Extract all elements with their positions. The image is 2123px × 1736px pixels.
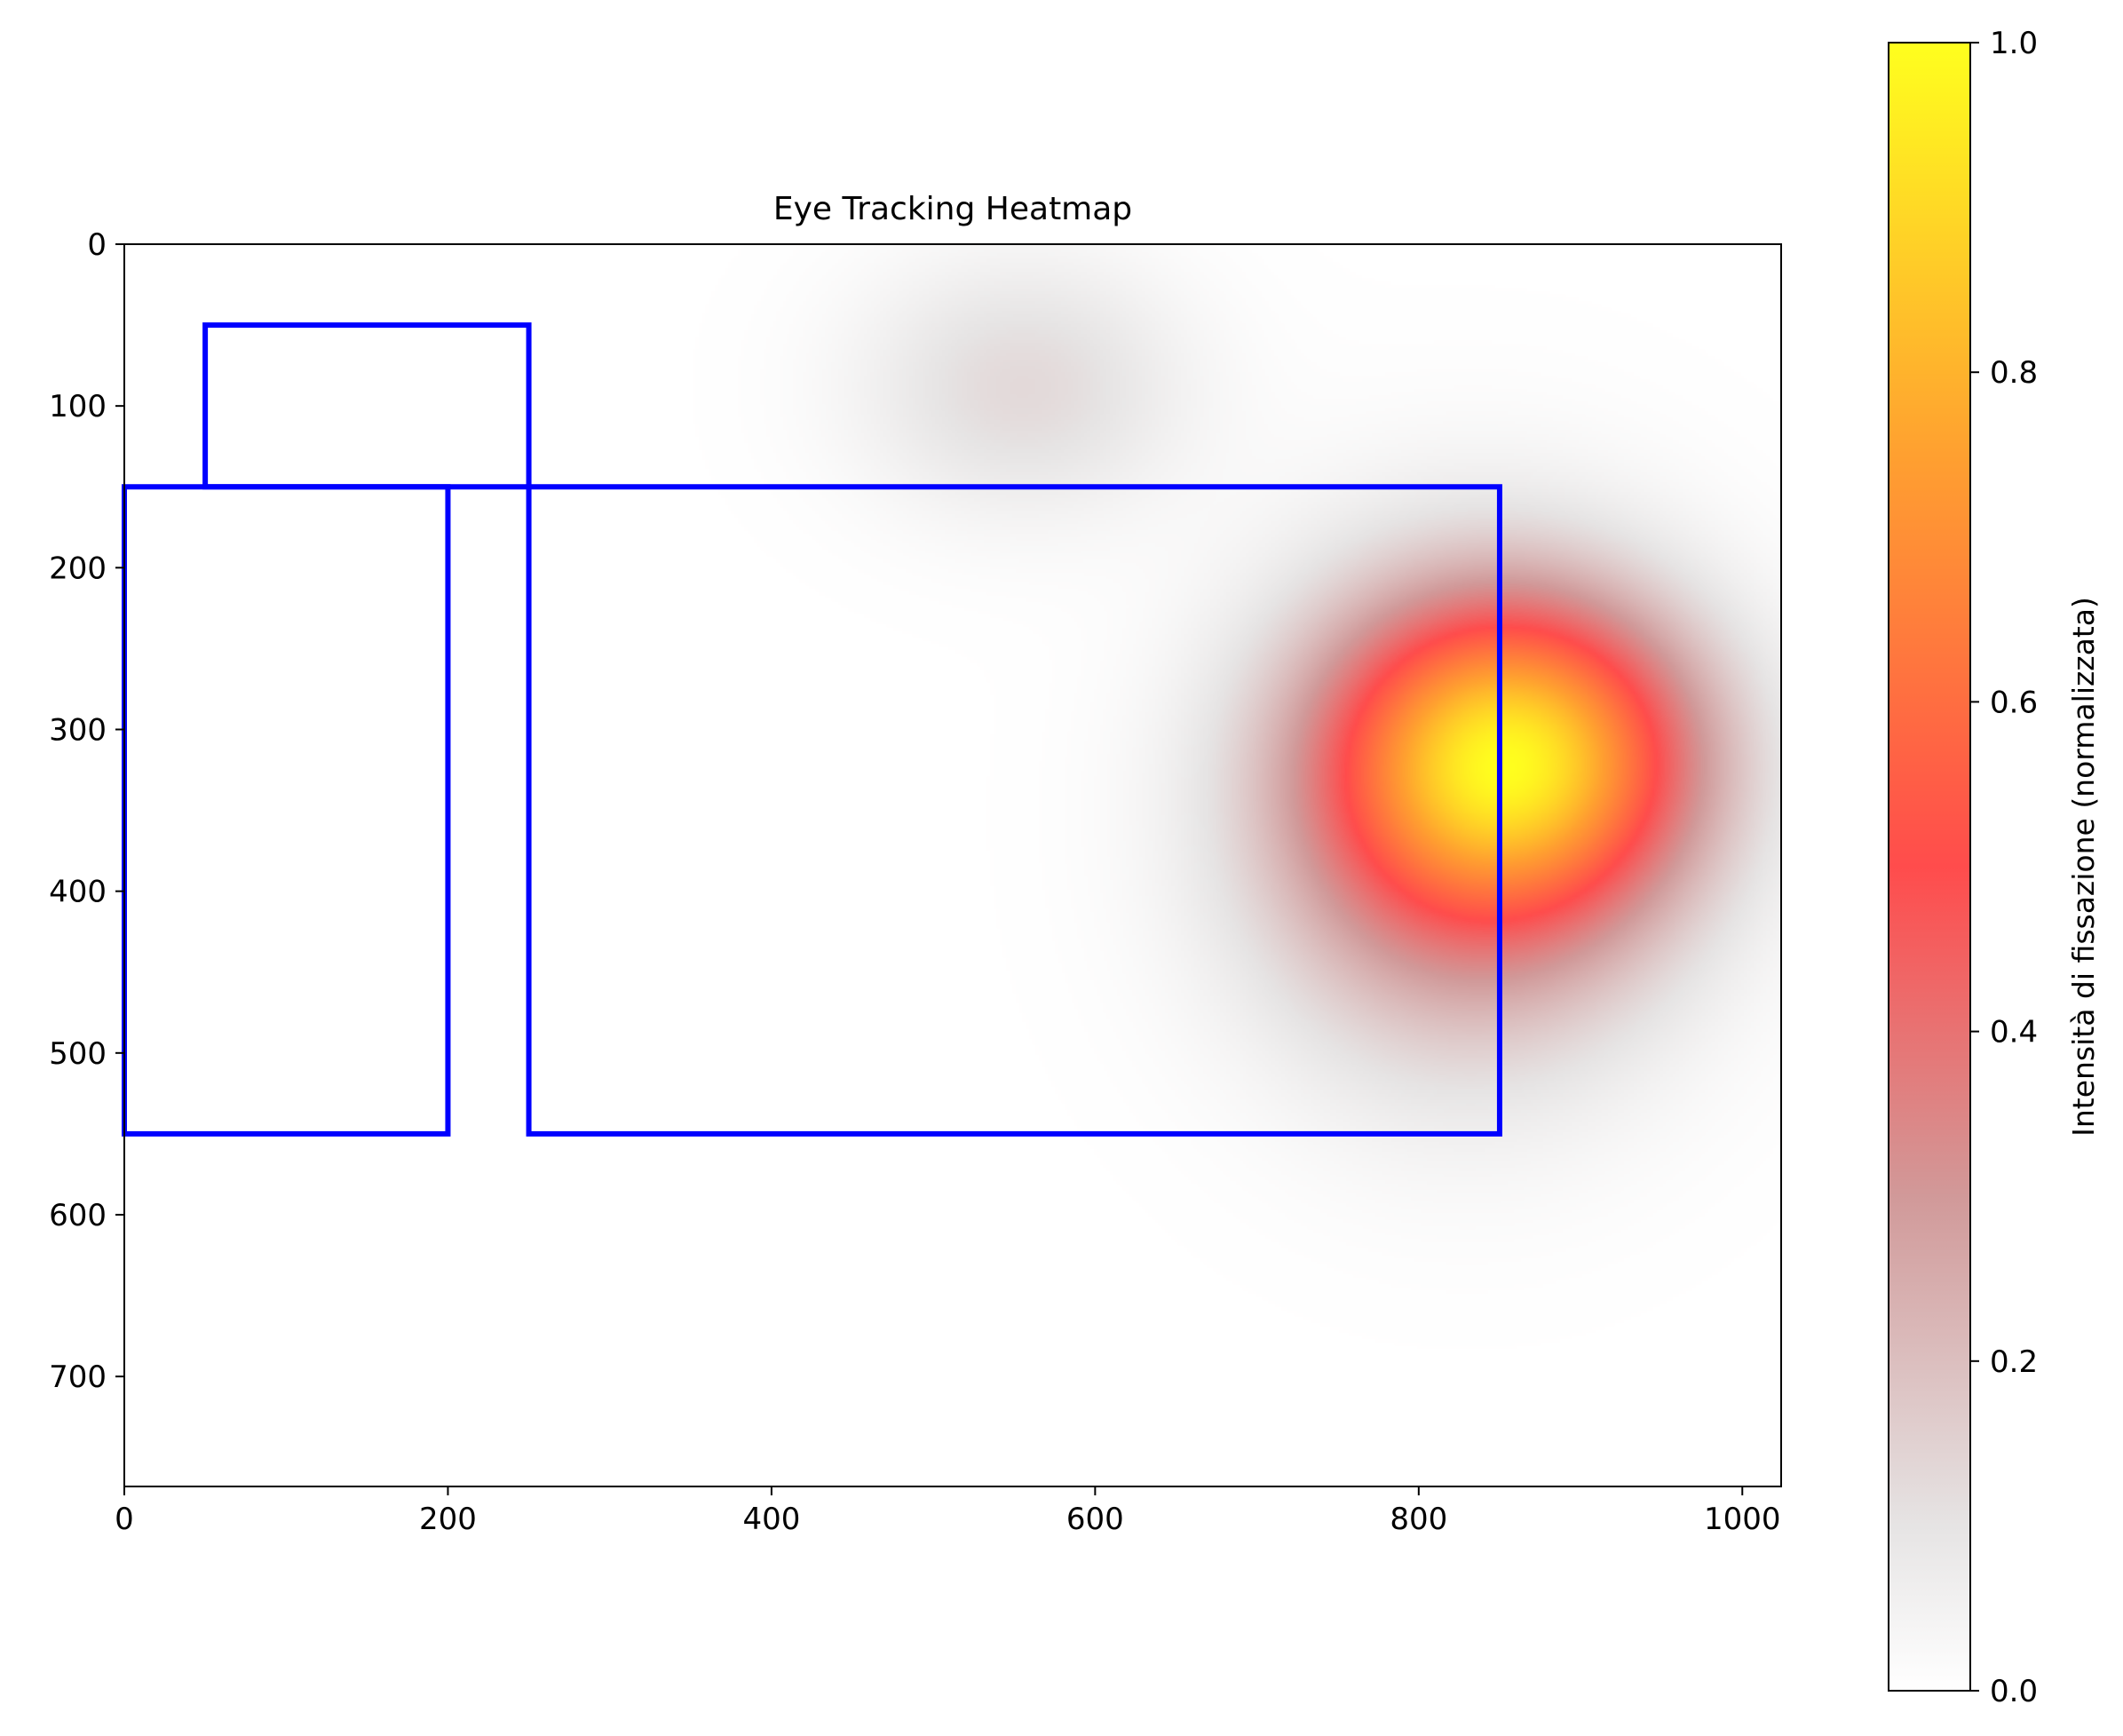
x-tick-label: 200: [419, 1502, 477, 1537]
y-tick-label: 0: [87, 227, 107, 263]
x-tick-label: 1000: [1704, 1502, 1781, 1537]
y-tick-label: 100: [49, 389, 107, 424]
y-tick-label: 700: [49, 1359, 107, 1395]
colorbar-tick-label: 0.8: [1990, 355, 2038, 391]
colorbar-tick-label: 0.6: [1990, 685, 2038, 720]
y-tick-label: 500: [49, 1036, 107, 1072]
x-tick-label: 0: [115, 1502, 134, 1537]
colorbar-gradient: [1888, 42, 1971, 1692]
x-tick-label: 800: [1390, 1502, 1447, 1537]
colorbar: 0.0 0.2 0.4 0.6 0.8 1.0 Intensità di fissazio…: [1888, 26, 2101, 1709]
colorbar-label: Intensità di fissazione (normalizzata): [2066, 597, 2101, 1137]
x-tick-label: 600: [1066, 1502, 1124, 1537]
plot-area: 0 200 400 600 800 1000 0 100 200 300 400 500 600 700: [49, 227, 1782, 1537]
colorbar-tick-label: 0.0: [1990, 1674, 2038, 1709]
y-tick-label: 600: [49, 1198, 107, 1233]
chart-title: Eye Tracking Heatmap: [773, 191, 1132, 227]
colorbar-tick-label: 0.4: [1990, 1015, 2038, 1050]
x-tick-label: 400: [742, 1502, 800, 1537]
colorbar-tick-label: 1.0: [1990, 26, 2038, 61]
y-tick-label: 300: [49, 712, 107, 748]
y-tick-label: 200: [49, 551, 107, 586]
x-axis: 0 200 400 600 800 1000: [115, 1486, 1781, 1537]
aoi-rectangle: [526, 484, 1502, 1137]
y-axis: 0 100 200 300 400 500 600 700: [49, 227, 124, 1395]
y-tick-label: 400: [49, 875, 107, 910]
colorbar-tick-label: 0.2: [1990, 1344, 2038, 1380]
colorbar-ticks: 0.0 0.2 0.4 0.6 0.8 1.0: [1970, 26, 2038, 1709]
heatmap-layer: [124, 244, 1781, 1486]
